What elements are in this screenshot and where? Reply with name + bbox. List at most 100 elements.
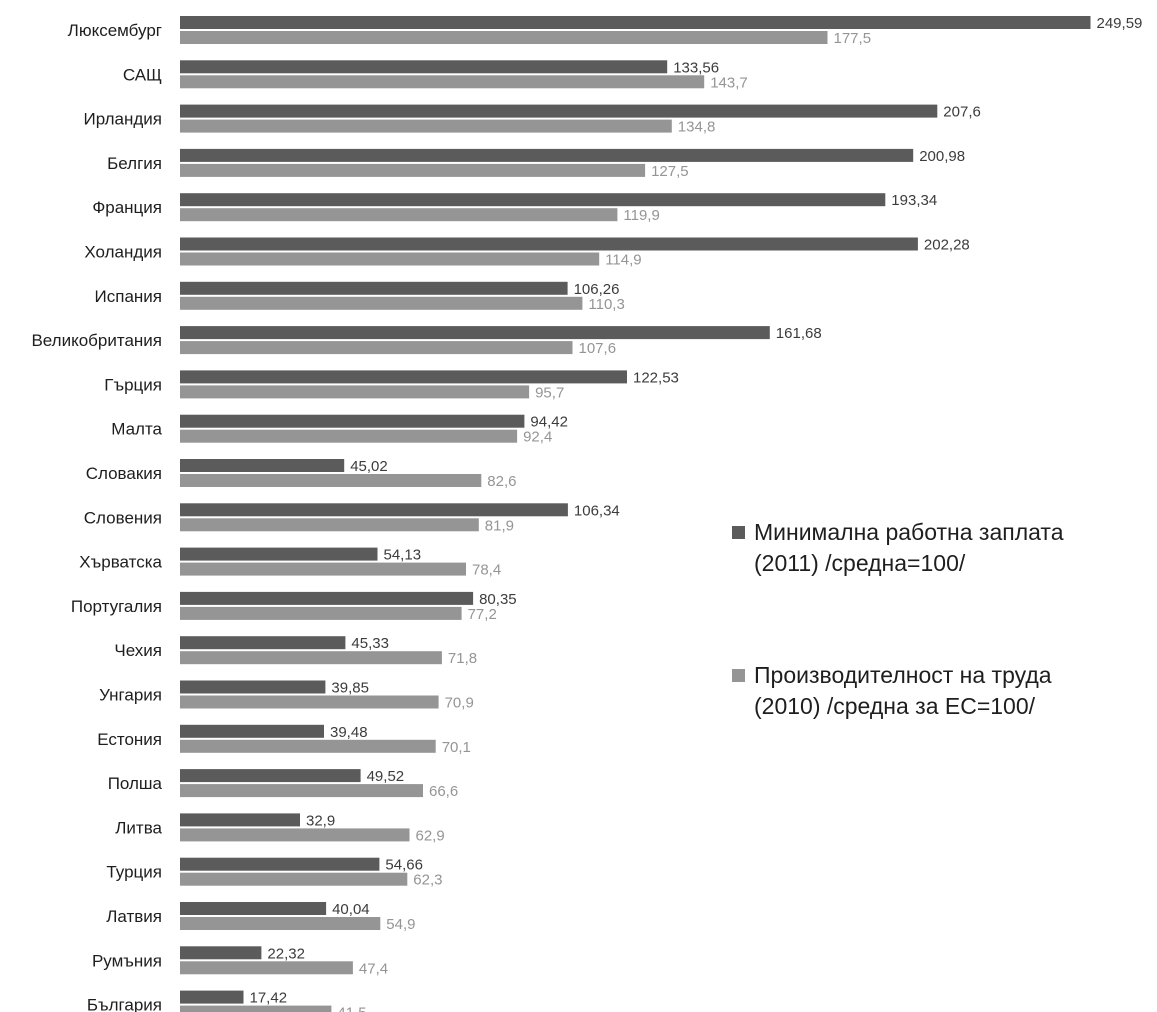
bar-productivity xyxy=(180,872,408,886)
bar-productivity xyxy=(180,518,479,532)
value-label-productivity: 107,6 xyxy=(579,340,617,357)
value-label-productivity: 134,8 xyxy=(678,119,716,136)
bar-productivity xyxy=(180,429,518,443)
value-label-minimum-wage: 80,35 xyxy=(479,591,517,608)
value-label-productivity: 62,3 xyxy=(413,872,442,889)
value-label-productivity: 70,1 xyxy=(442,739,471,756)
bar-minimum-wage xyxy=(180,193,886,207)
bar-productivity xyxy=(180,828,410,842)
category-label: Белгия xyxy=(107,154,162,173)
bar-minimum-wage xyxy=(180,636,346,650)
value-label-productivity: 78,4 xyxy=(472,562,501,579)
value-label-productivity: 127,5 xyxy=(651,163,689,180)
category-label: Ирландия xyxy=(84,110,162,129)
category-label: Испания xyxy=(95,287,162,306)
value-label-minimum-wage: 54,66 xyxy=(385,857,423,874)
category-label: Малта xyxy=(111,420,162,439)
bar-productivity xyxy=(180,163,646,177)
value-label-minimum-wage: 200,98 xyxy=(919,148,965,165)
bar-productivity xyxy=(180,31,828,44)
value-label-minimum-wage: 202,28 xyxy=(924,237,970,254)
value-label-minimum-wage: 39,48 xyxy=(330,724,368,741)
value-label-minimum-wage: 193,34 xyxy=(891,192,937,209)
bar-minimum-wage xyxy=(180,148,914,162)
value-label-minimum-wage: 54,13 xyxy=(384,547,422,564)
value-label-minimum-wage: 45,33 xyxy=(351,635,389,652)
value-label-productivity: 41,5 xyxy=(337,1005,366,1012)
value-label-minimum-wage: 40,04 xyxy=(332,901,370,918)
bar-minimum-wage xyxy=(180,902,327,915)
bar-productivity xyxy=(180,562,466,576)
category-labels: Люксембург САЩ Ирландия Белгия Франция Холанд… xyxy=(31,21,162,1012)
value-label-minimum-wage: 133,56 xyxy=(673,59,719,76)
bar-minimum-wage xyxy=(180,990,244,1004)
value-label-productivity: 66,6 xyxy=(429,783,458,800)
category-label: Литва xyxy=(115,818,162,837)
bar-minimum-wage xyxy=(180,414,525,428)
legend-swatch-productivity xyxy=(732,669,745,682)
category-label: Чехия xyxy=(114,641,162,660)
bar-productivity xyxy=(180,1005,332,1012)
bar-productivity xyxy=(180,341,573,355)
category-label: Турция xyxy=(106,863,162,882)
bar-minimum-wage xyxy=(180,370,627,384)
category-label: Полша xyxy=(108,774,163,793)
bar-productivity xyxy=(180,75,705,89)
bar-productivity xyxy=(180,739,436,753)
category-label: Холандия xyxy=(84,243,162,262)
category-label: Хърватска xyxy=(79,553,162,572)
value-label-productivity: 95,7 xyxy=(535,384,564,401)
category-label: Люксембург xyxy=(68,21,162,40)
bar-productivity xyxy=(180,385,530,399)
value-label-minimum-wage: 106,26 xyxy=(574,281,620,298)
value-label-minimum-wage: 17,42 xyxy=(250,990,288,1007)
bar-minimum-wage xyxy=(180,16,1091,29)
value-label-productivity: 82,6 xyxy=(487,473,516,490)
category-label: Румъния xyxy=(92,951,162,970)
bar-productivity xyxy=(180,474,482,487)
legend-label-line: (2010) /средна за ЕС=100/ xyxy=(754,693,1036,719)
category-label: САЩ xyxy=(123,65,162,84)
bar-minimum-wage xyxy=(180,857,380,871)
value-label-productivity: 77,2 xyxy=(468,606,497,623)
bar-minimum-wage xyxy=(180,281,568,295)
bar-minimum-wage xyxy=(180,813,300,827)
value-label-productivity: 47,4 xyxy=(359,960,388,977)
series-minimum-wage-bars xyxy=(180,16,1091,1004)
value-label-productivity: 81,9 xyxy=(485,517,514,534)
bar-minimum-wage xyxy=(180,326,770,340)
legend-item-productivity: Производителност на труда (2010) /средна… xyxy=(732,660,1142,722)
category-label: Португалия xyxy=(71,597,162,616)
value-label-productivity: 177,5 xyxy=(834,30,872,47)
bar-minimum-wage xyxy=(180,104,938,118)
value-label-productivity: 92,4 xyxy=(523,429,552,446)
category-label: Естония xyxy=(97,730,162,749)
bar-minimum-wage xyxy=(180,591,474,605)
bar-minimum-wage xyxy=(180,459,345,472)
legend-label-line: Производителност на труда xyxy=(754,662,1052,688)
value-label-minimum-wage: 22,32 xyxy=(267,945,305,962)
bar-productivity xyxy=(180,606,462,620)
value-label-productivity: 110,3 xyxy=(588,296,624,313)
category-label: България xyxy=(87,996,162,1012)
category-label: Гърция xyxy=(104,375,162,394)
value-label-productivity: 71,8 xyxy=(448,650,477,667)
category-label: Словакия xyxy=(86,464,162,483)
legend-label-minimum-wage: Минимална работна заплата (2011) /средна… xyxy=(754,517,1142,579)
legend-swatch-minimum-wage xyxy=(732,526,745,539)
bar-productivity xyxy=(180,252,600,266)
value-label-minimum-wage: 45,02 xyxy=(350,458,388,475)
legend-label-productivity: Производителност на труда (2010) /средна… xyxy=(754,660,1142,722)
value-label-productivity: 143,7 xyxy=(710,74,748,91)
value-label-minimum-wage: 122,53 xyxy=(633,369,679,386)
bar-productivity xyxy=(180,961,353,975)
value-label-minimum-wage: 207,6 xyxy=(943,104,981,121)
series-minimum-wage-value-labels: 249,59 133,56 207,6 200,98 193,34 202,28 106,2… xyxy=(250,15,1143,1007)
value-label-minimum-wage: 32,9 xyxy=(306,812,335,829)
bar-productivity xyxy=(180,917,381,930)
bar-productivity xyxy=(180,119,672,133)
bar-minimum-wage xyxy=(180,547,378,561)
value-label-minimum-wage: 39,85 xyxy=(331,680,369,697)
value-label-minimum-wage: 49,52 xyxy=(367,768,405,785)
